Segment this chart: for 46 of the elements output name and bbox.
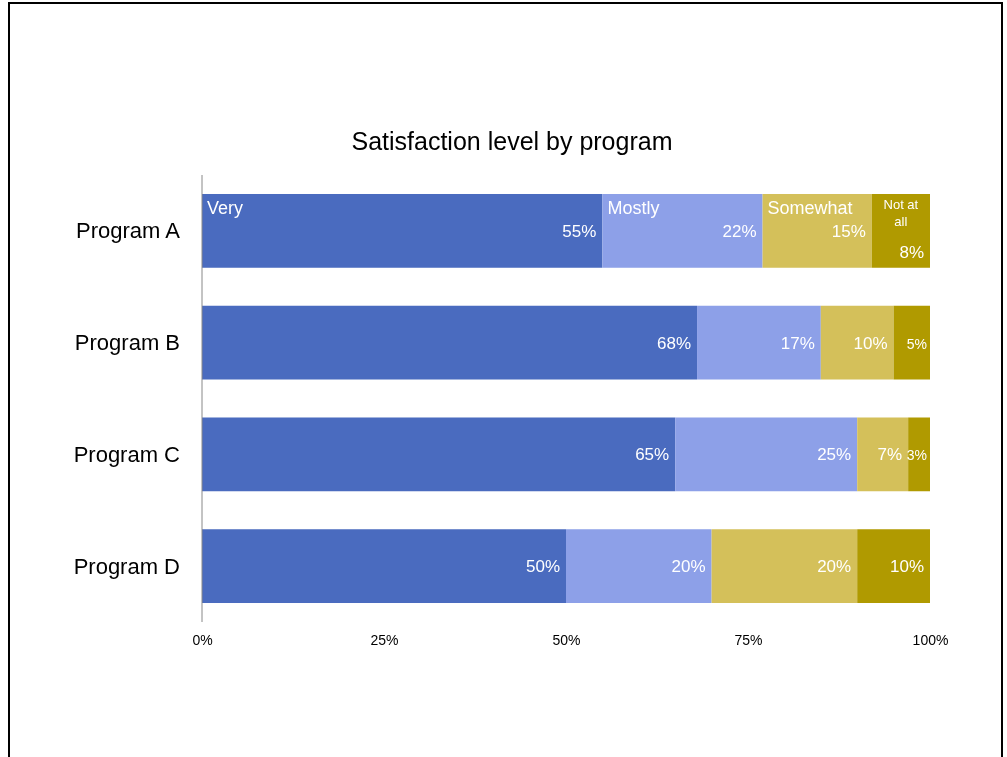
data-label: 22% bbox=[722, 221, 757, 241]
y-tick-label: Program B bbox=[74, 330, 180, 356]
x-tick-label: 100% bbox=[912, 631, 949, 648]
series-label: Not at all bbox=[883, 197, 919, 229]
bar bbox=[202, 305, 698, 380]
bar bbox=[711, 529, 858, 603]
bar bbox=[202, 194, 603, 268]
bar bbox=[857, 529, 930, 603]
bar bbox=[202, 417, 676, 492]
data-label: 10% bbox=[853, 333, 888, 353]
data-label: 68% bbox=[657, 333, 692, 353]
x-tick-label: 25% bbox=[370, 631, 399, 648]
data-label: 17% bbox=[780, 333, 815, 353]
bar bbox=[871, 194, 930, 268]
y-tick-label: Program A bbox=[76, 218, 181, 244]
x-tick-label: 75% bbox=[734, 631, 763, 648]
data-label: 50% bbox=[525, 557, 560, 577]
bar bbox=[602, 194, 763, 268]
data-label: 5% bbox=[906, 335, 927, 352]
y-tick-label: Program C bbox=[73, 441, 181, 467]
data-label: 15% bbox=[831, 221, 866, 241]
bar bbox=[908, 417, 930, 492]
series-label: Mostly bbox=[607, 198, 660, 218]
data-label: 25% bbox=[817, 445, 852, 465]
bar bbox=[762, 194, 872, 268]
bar bbox=[566, 529, 712, 603]
x-tick-label: 0% bbox=[192, 631, 213, 648]
data-label: 3% bbox=[906, 447, 927, 464]
y-tick-label: Program D bbox=[73, 553, 180, 579]
bar bbox=[675, 417, 858, 492]
bar bbox=[202, 529, 566, 603]
bar bbox=[820, 305, 894, 380]
data-label: 20% bbox=[817, 557, 852, 577]
series-label: Somewhat bbox=[767, 198, 853, 218]
bar bbox=[697, 305, 821, 380]
data-label: 10% bbox=[889, 557, 924, 577]
data-label: 7% bbox=[877, 445, 903, 465]
series-label: Very bbox=[207, 198, 244, 218]
data-label: 8% bbox=[899, 242, 924, 262]
bar bbox=[857, 417, 909, 492]
data-label: 20% bbox=[671, 557, 706, 577]
bar bbox=[893, 305, 930, 380]
data-label: 55% bbox=[562, 221, 597, 241]
data-label: 65% bbox=[635, 445, 670, 465]
chart-title: Satisfaction level by program bbox=[351, 127, 673, 155]
x-tick-label: 50% bbox=[552, 631, 581, 648]
